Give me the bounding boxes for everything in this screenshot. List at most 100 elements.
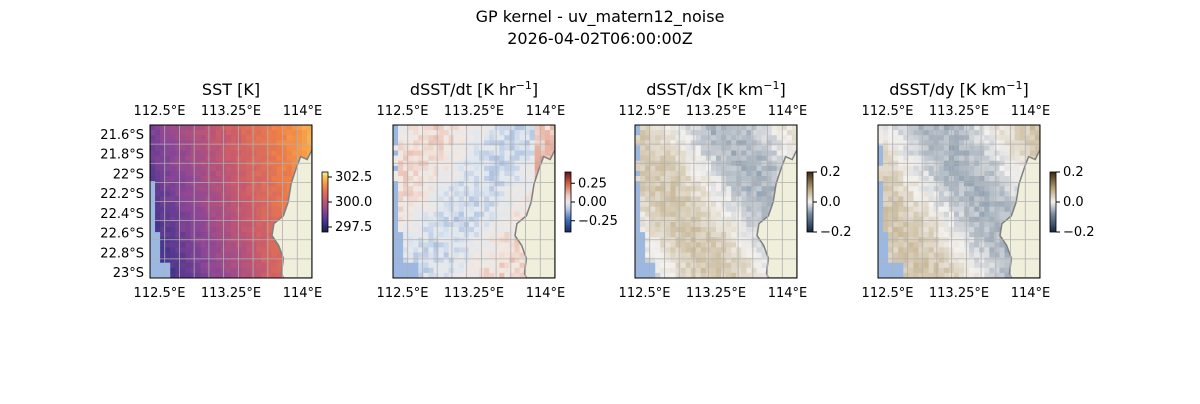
heatmap-cell	[499, 211, 505, 218]
heatmap-cell	[741, 221, 747, 228]
heatmap-cell	[231, 125, 237, 131]
heatmap-cell	[418, 130, 424, 136]
heatmap-cell	[665, 247, 671, 253]
heatmap-cell	[271, 247, 278, 253]
heatmap-cell	[716, 232, 722, 238]
heatmap-cell	[979, 135, 985, 141]
heatmap-cell	[241, 247, 247, 253]
heatmap-cell	[933, 186, 940, 192]
heatmap-cell	[428, 252, 434, 259]
heatmap-cell	[959, 206, 965, 213]
heatmap-cell	[484, 247, 490, 253]
heatmap-cell	[969, 125, 975, 131]
heatmap-cell	[903, 196, 909, 202]
heatmap-cell	[716, 135, 722, 141]
heatmap-cell	[943, 150, 950, 157]
heatmap-cell	[443, 272, 450, 278]
heatmap-cell	[509, 130, 515, 136]
heatmap-cell	[438, 181, 445, 187]
heatmap-cell	[938, 196, 945, 202]
heatmap-cell	[489, 211, 495, 218]
heatmap-cell	[1004, 257, 1011, 264]
heatmap-cell	[655, 257, 661, 264]
heatmap-cell	[205, 201, 212, 208]
heatmap-cell	[953, 272, 960, 278]
heatmap-cell	[468, 165, 475, 172]
heatmap-cell	[878, 247, 884, 253]
heatmap-cell	[984, 181, 990, 187]
heatmap-cell	[746, 196, 752, 202]
heatmap-cell	[458, 206, 465, 213]
heatmap-cell	[685, 191, 692, 197]
heatmap-cell	[160, 140, 166, 146]
heatmap-cell	[994, 252, 1000, 259]
heatmap-cell	[443, 216, 450, 223]
heatmap-cell	[408, 165, 414, 172]
heatmap-cell	[721, 227, 727, 233]
heatmap-cell	[246, 170, 252, 177]
heatmap-cell	[959, 176, 965, 182]
heatmap-cell	[494, 211, 500, 218]
heatmap-cell	[519, 150, 526, 157]
heatmap-cell	[888, 252, 894, 259]
heatmap-cell	[883, 272, 889, 278]
heatmap-cell	[650, 145, 656, 151]
heatmap-cell	[494, 196, 500, 202]
heatmap-cell	[246, 130, 252, 136]
x-tick-label-top: 114°E	[526, 104, 566, 119]
heatmap-cell	[433, 165, 440, 172]
heatmap-cell	[888, 191, 894, 197]
heatmap-cell	[670, 242, 676, 248]
heatmap-cell	[180, 242, 186, 248]
heatmap-cell	[241, 165, 247, 172]
heatmap-cell	[256, 242, 262, 248]
heatmap-cell	[751, 176, 757, 182]
heatmap-cell	[746, 150, 752, 157]
heatmap-cell	[695, 262, 702, 269]
heatmap-cell	[448, 267, 455, 274]
heatmap-cell	[514, 165, 521, 172]
heatmap-cell	[999, 216, 1006, 223]
heatmap-cell	[403, 267, 409, 274]
heatmap-cell	[650, 272, 656, 278]
panel-title: dSST/dy [K km−1]	[889, 79, 1028, 99]
heatmap-cell	[438, 130, 445, 136]
heatmap-cell	[256, 176, 262, 182]
heatmap-cell	[898, 242, 904, 248]
heatmap-cell	[898, 191, 904, 197]
heatmap-cell	[474, 262, 480, 269]
heatmap-cell	[680, 232, 687, 238]
heatmap-cell	[549, 140, 555, 146]
heatmap-cell	[408, 150, 414, 157]
heatmap-cell	[165, 186, 171, 192]
heatmap-cell	[286, 165, 293, 172]
heatmap-cell	[893, 165, 899, 172]
heatmap-cell	[200, 262, 207, 269]
heatmap-cell	[716, 257, 722, 264]
heatmap-cell	[751, 221, 757, 228]
heatmap-cell	[281, 130, 288, 136]
heatmap-cell	[908, 140, 914, 146]
heatmap-cell	[685, 201, 692, 208]
heatmap-cell	[210, 186, 217, 192]
heatmap-cell	[746, 262, 752, 269]
heatmap-cell	[903, 165, 909, 172]
heatmap-cell	[888, 201, 894, 208]
heatmap-cell	[675, 211, 682, 218]
heatmap-cell	[251, 206, 257, 213]
heatmap-cell	[665, 181, 671, 187]
heatmap-cell	[756, 206, 763, 213]
heatmap-cell	[786, 125, 793, 131]
heatmap-cell	[175, 232, 181, 238]
heatmap-cell	[690, 165, 697, 172]
heatmap-cell	[210, 232, 217, 238]
heatmap-cell	[433, 186, 440, 192]
heatmap-cell	[448, 155, 455, 162]
heatmap-cell	[428, 242, 434, 248]
heatmap-cell	[953, 125, 960, 131]
heatmap-cell	[741, 262, 747, 269]
heatmap-cell	[933, 145, 940, 151]
heatmap-cell	[271, 196, 278, 202]
heatmap-cell	[504, 125, 510, 131]
heatmap-cell	[403, 176, 409, 182]
